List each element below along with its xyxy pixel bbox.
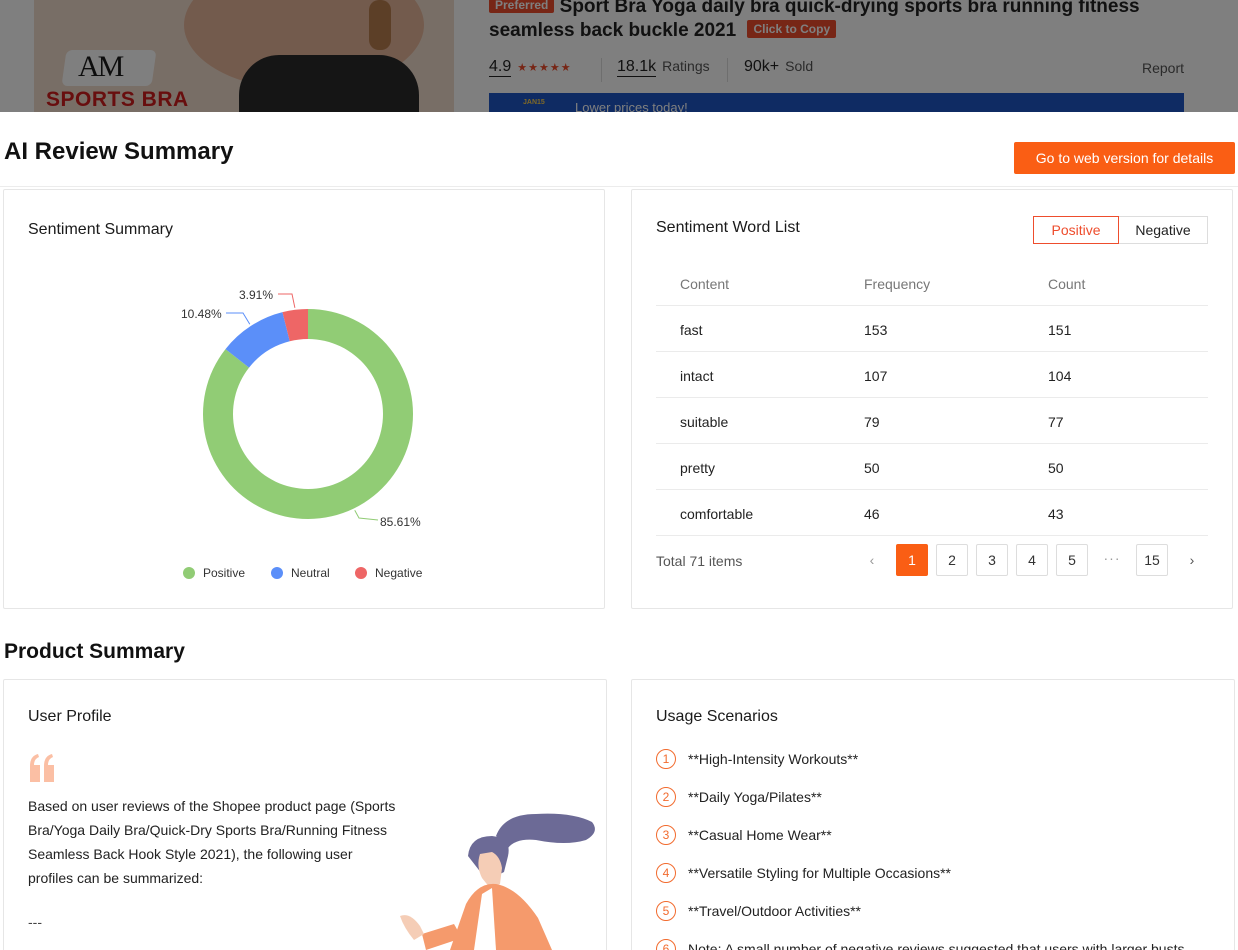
cell-content: pretty (680, 460, 716, 476)
legend-label-neutral: Neutral (291, 566, 330, 580)
page-button-1[interactable]: 1 (896, 544, 928, 576)
user-profile-title: User Profile (28, 708, 112, 725)
cell-content: comfortable (680, 506, 754, 522)
list-item: 5 **Travel/Outdoor Activities** (656, 901, 861, 921)
list-item: 3 **Casual Home Wear** (656, 825, 832, 845)
cell-count: 77 (1048, 414, 1064, 430)
divider (0, 186, 1238, 187)
table-divider (656, 305, 1208, 306)
legend-label-positive: Positive (203, 566, 246, 580)
cell-frequency: 50 (864, 460, 880, 476)
cell-count: 151 (1048, 322, 1072, 338)
page-button-last[interactable]: 15 (1136, 544, 1168, 576)
legend-dot-neutral (271, 567, 283, 579)
donut-label-positive: 85.61% (380, 515, 421, 529)
scenario-text: **Travel/Outdoor Activities** (688, 903, 861, 919)
list-item: 6 Note: A small number of negative revie… (656, 939, 1184, 950)
sentiment-summary-title: Sentiment Summary (28, 221, 173, 238)
cell-count: 50 (1048, 460, 1064, 476)
total-items: Total 71 items (656, 553, 743, 569)
page-button-4[interactable]: 4 (1016, 544, 1048, 576)
page-button-5[interactable]: 5 (1056, 544, 1088, 576)
number-badge: 5 (656, 901, 676, 921)
scenario-text: **Casual Home Wear** (688, 827, 832, 843)
donut-label-neutral: 10.48% (181, 307, 222, 321)
ai-review-title: AI Review Summary (4, 138, 234, 165)
legend-negative[interactable]: Negative (355, 566, 422, 580)
cell-frequency: 79 (864, 414, 880, 430)
scenario-text: **High-Intensity Workouts** (688, 751, 859, 767)
legend-dot-negative (355, 567, 367, 579)
list-item: 2 **Daily Yoga/Pilates** (656, 787, 822, 807)
user-profile-text: Based on user reviews of the Shopee prod… (28, 798, 396, 886)
table-divider (656, 535, 1208, 536)
product-summary-title: Product Summary (4, 640, 185, 663)
number-badge: 2 (656, 787, 676, 807)
prev-page-icon[interactable]: ‹ (869, 552, 875, 568)
next-page-icon[interactable]: › (1189, 552, 1195, 568)
cell-frequency: 46 (864, 506, 880, 522)
number-badge: 3 (656, 825, 676, 845)
cell-content: intact (680, 368, 714, 384)
scenario-text: **Versatile Styling for Multiple Occasio… (688, 865, 952, 881)
word-list-title: Sentiment Word List (656, 219, 800, 236)
product-header: AM SPORTS BRA Preferred Sport Bra Yoga d… (0, 0, 1238, 112)
column-header-count: Count (1048, 276, 1086, 292)
page-button-3[interactable]: 3 (976, 544, 1008, 576)
quote-icon (30, 754, 54, 782)
tab-negative[interactable]: Negative (1119, 216, 1208, 244)
scenario-text: **Daily Yoga/Pilates** (688, 789, 822, 805)
sentiment-toggle: Positive Negative (1033, 216, 1208, 244)
web-version-button[interactable]: Go to web version for details (1014, 142, 1235, 174)
cell-frequency: 107 (864, 368, 888, 384)
page-ellipsis[interactable]: ··· (1103, 550, 1121, 566)
table-divider (656, 351, 1208, 352)
legend-positive[interactable]: Positive (183, 566, 245, 580)
table-divider (656, 397, 1208, 398)
profile-separator: --- (28, 914, 42, 930)
sentiment-summary-card (3, 189, 605, 609)
column-header-frequency: Frequency (864, 276, 931, 292)
legend-label-negative: Negative (375, 566, 423, 580)
usage-scenarios-title: Usage Scenarios (656, 708, 778, 725)
cell-frequency: 153 (864, 322, 888, 338)
number-badge: 1 (656, 749, 676, 769)
usage-scenarios-card (631, 679, 1235, 950)
number-badge: 4 (656, 863, 676, 883)
tab-positive[interactable]: Positive (1033, 216, 1119, 244)
donut-label-negative: 3.91% (239, 288, 274, 302)
cell-count: 104 (1048, 368, 1072, 384)
legend-dot-positive (183, 567, 195, 579)
legend-neutral[interactable]: Neutral (271, 566, 330, 580)
cell-content: fast (680, 322, 703, 338)
word-list-card (631, 189, 1233, 609)
table-divider (656, 443, 1208, 444)
dim-overlay[interactable] (0, 0, 1238, 112)
page-button-2[interactable]: 2 (936, 544, 968, 576)
number-badge: 6 (656, 939, 676, 950)
cell-count: 43 (1048, 506, 1064, 522)
woman-illustration (400, 813, 595, 950)
scenario-text: Note: A small number of negative reviews… (688, 941, 1185, 950)
list-item: 4 **Versatile Styling for Multiple Occas… (656, 863, 951, 883)
list-item: 1 **High-Intensity Workouts** (656, 749, 858, 769)
table-divider (656, 489, 1208, 490)
column-header-content: Content (680, 276, 730, 292)
cell-content: suitable (680, 414, 729, 430)
